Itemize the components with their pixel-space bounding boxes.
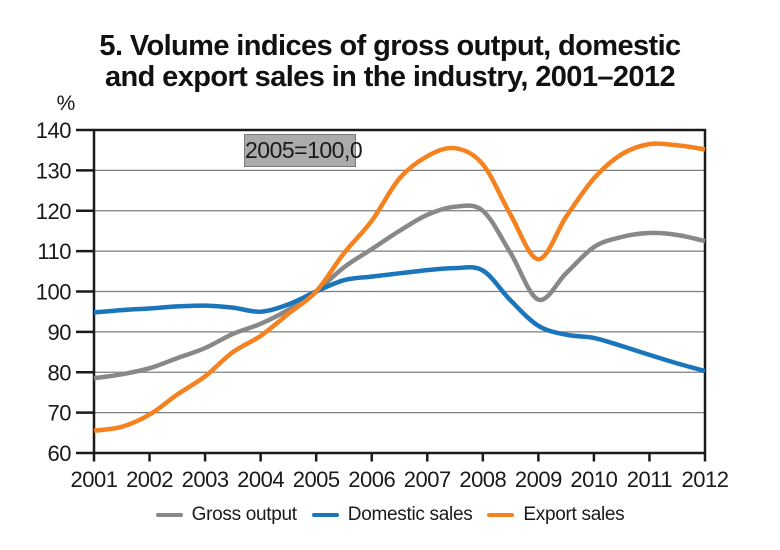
legend-item-gross-output: Gross output [155, 504, 297, 526]
x-tick-label: 2005 [293, 467, 340, 492]
legend-swatch-gross-output [155, 512, 183, 518]
legend-item-export-sales: Export sales [487, 504, 625, 526]
y-tick-label: 60 [48, 441, 72, 466]
y-tick-label: 110 [37, 239, 71, 264]
series-line-export-sales [93, 141, 706, 434]
y-tick-label: 140 [36, 118, 71, 143]
y-tick-label: 100 [36, 280, 71, 305]
x-tick-label: 2009 [515, 467, 562, 492]
x-tick-label: 2004 [237, 467, 284, 492]
x-tick-label: 2010 [570, 467, 617, 492]
y-tick-label: 130 [36, 158, 71, 183]
x-tick-label: 2012 [682, 467, 729, 492]
x-tick-label: 2003 [182, 467, 229, 492]
chart-title: 5. Volume indices of gross output, domes… [0, 31, 780, 93]
y-tick-label: 90 [48, 320, 72, 345]
x-tick-label: 2001 [71, 467, 118, 492]
legend-swatch-domestic-sales [311, 512, 339, 518]
x-tick-label: 2007 [404, 467, 451, 492]
plot-border [92, 128, 707, 455]
chart-title-line-2: and export sales in the industry, 2001–2… [104, 61, 676, 93]
legend-swatch-export-sales [487, 512, 515, 518]
x-tick-label: 2008 [459, 467, 506, 492]
x-tick-label: 2006 [348, 467, 395, 492]
y-axis-unit-label: % [56, 92, 76, 115]
legend-item-domestic-sales: Domestic sales [311, 504, 473, 526]
series-line-domestic-sales [93, 265, 706, 374]
y-tick-label: 70 [48, 401, 72, 426]
legend-label-gross-output: Gross output [191, 504, 297, 525]
chart-title-line-1: 5. Volume indices of gross output, domes… [99, 30, 681, 62]
series-line-gross-output [93, 203, 706, 381]
y-tick-label: 80 [48, 360, 72, 385]
annotation-box: 2005=100,0 [244, 134, 363, 167]
legend-label-domestic-sales: Domestic sales [347, 504, 473, 525]
y-tick-label: 120 [36, 199, 71, 224]
x-tick-label: 2011 [627, 467, 673, 492]
legend-label-export-sales: Export sales [523, 504, 625, 525]
x-tick-label: 2002 [126, 467, 173, 492]
chart-legend: Gross output Domestic sales Export sales [0, 501, 780, 529]
